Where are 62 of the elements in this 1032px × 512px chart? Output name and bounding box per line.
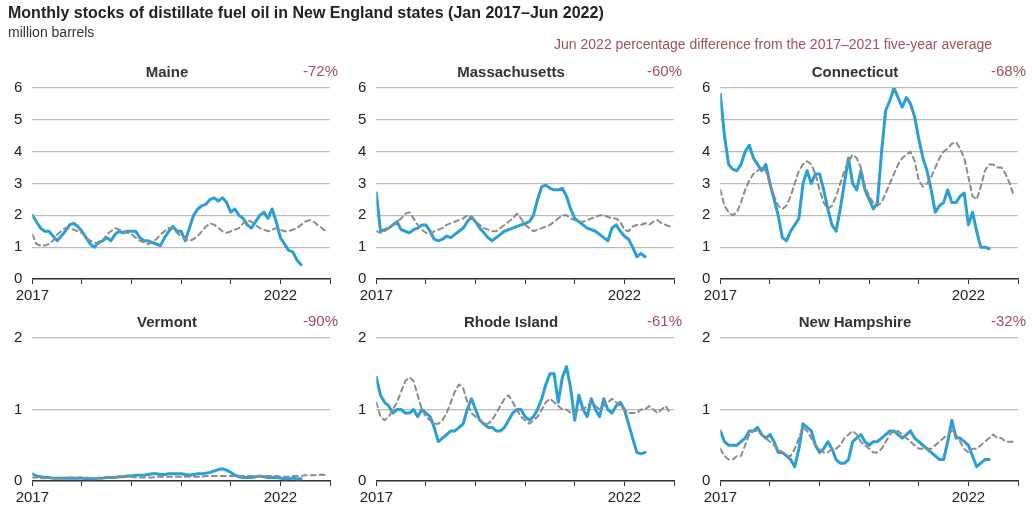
y-tick-label: 4 [702, 141, 711, 159]
y-tick-label: 3 [358, 173, 367, 191]
chart-title: New Hampshire [798, 313, 912, 331]
x-tick-label: 2022 [263, 488, 298, 506]
text: -90% [302, 312, 338, 330]
text: Monthly stocks of distillate fuel oil in New England states (Jan 2017–Jun 2022) [8, 4, 605, 22]
x-tick-label: 2022 [607, 488, 642, 506]
y-tick-label: 0 [14, 471, 23, 489]
x-tick-label: 2022 [263, 286, 298, 304]
x-tick-label: 2017 [703, 488, 738, 506]
text: -60% [646, 62, 682, 80]
y-tick-label: 3 [702, 173, 711, 191]
y-tick-label: 1 [702, 399, 711, 417]
y-tick-label: 1 [358, 399, 367, 417]
text: -61% [646, 312, 682, 330]
x-tick-label: 2022 [951, 286, 986, 304]
y-tick-label: 6 [14, 78, 23, 96]
x-tick-label: 2022 [607, 286, 642, 304]
y-tick-label: 0 [702, 269, 711, 287]
y-tick-label: 6 [702, 78, 711, 96]
chart-title: Connecticut [811, 63, 899, 81]
text: -68% [990, 62, 1026, 80]
line-series [376, 376, 671, 425]
y-tick-label: 0 [358, 471, 367, 489]
x-tick-label: 2017 [703, 286, 738, 304]
y-tick-label: 5 [358, 109, 367, 127]
y-tick-label: 4 [14, 141, 23, 159]
text: million barrels [8, 24, 95, 40]
x-tick-label: 2017 [15, 488, 50, 506]
y-tick-label: 2 [702, 205, 711, 223]
line-series [720, 141, 1015, 217]
y-tick-label: 0 [702, 471, 711, 489]
text: -32% [990, 312, 1026, 330]
y-tick-label: 1 [14, 399, 23, 417]
line-series [376, 211, 671, 236]
chart-title: Massachusetts [457, 63, 565, 81]
y-tick-label: 1 [14, 237, 23, 255]
y-tick-label: 2 [358, 205, 367, 223]
y-tick-label: 1 [702, 237, 711, 255]
x-tick-label: 2017 [359, 488, 394, 506]
y-tick-label: 5 [14, 109, 23, 127]
y-tick-label: 0 [14, 269, 23, 287]
y-tick-label: 0 [358, 269, 367, 287]
y-tick-label: 2 [358, 328, 367, 346]
y-tick-label: 3 [14, 173, 23, 191]
line-series [32, 219, 327, 247]
x-tick-label: 2017 [15, 286, 50, 304]
chart-title: Vermont [136, 313, 198, 331]
text: Jun 2022 percentage difference from the 2017–2021 five-year average [554, 36, 992, 52]
chart-title: Rhode Island [463, 313, 559, 331]
y-tick-label: 2 [14, 328, 23, 346]
line-series [720, 426, 1015, 461]
x-tick-label: 2022 [951, 488, 986, 506]
y-tick-label: 1 [358, 237, 367, 255]
text: -72% [302, 62, 338, 80]
y-tick-label: 6 [358, 78, 367, 96]
x-tick-label: 2017 [359, 286, 394, 304]
y-tick-label: 4 [358, 141, 367, 159]
y-tick-label: 5 [702, 109, 711, 127]
y-tick-label: 2 [14, 205, 23, 223]
chart-title: Maine [145, 63, 189, 81]
y-tick-label: 2 [702, 328, 711, 346]
